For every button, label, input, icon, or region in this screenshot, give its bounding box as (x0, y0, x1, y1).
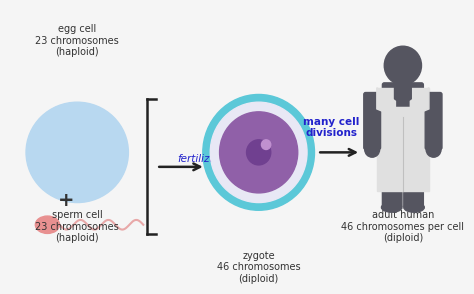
FancyBboxPatch shape (383, 146, 402, 207)
Text: many cell
divisions: many cell divisions (303, 117, 359, 138)
Polygon shape (410, 88, 429, 117)
Circle shape (219, 112, 298, 193)
FancyBboxPatch shape (383, 83, 423, 149)
Ellipse shape (404, 203, 424, 212)
FancyBboxPatch shape (364, 93, 381, 149)
FancyBboxPatch shape (404, 146, 423, 207)
Text: zygote
46 chromosomes
(diploid): zygote 46 chromosomes (diploid) (217, 251, 301, 284)
Circle shape (246, 140, 271, 165)
Polygon shape (377, 88, 429, 191)
Ellipse shape (38, 220, 53, 230)
Text: fertilization: fertilization (178, 154, 237, 164)
Circle shape (426, 142, 441, 157)
Circle shape (262, 140, 271, 149)
Ellipse shape (26, 102, 128, 203)
FancyBboxPatch shape (425, 93, 442, 149)
Text: sperm cell
23 chromosomes
(haploid): sperm cell 23 chromosomes (haploid) (36, 210, 119, 243)
Circle shape (210, 102, 307, 203)
Polygon shape (377, 88, 395, 117)
Text: +: + (58, 191, 74, 210)
Text: adult human
46 chromosomes per cell
(diploid): adult human 46 chromosomes per cell (dip… (341, 210, 465, 243)
Circle shape (384, 46, 421, 85)
Circle shape (365, 142, 380, 157)
Ellipse shape (382, 203, 402, 212)
Text: egg cell
23 chromosomes
(haploid): egg cell 23 chromosomes (haploid) (36, 24, 119, 57)
Circle shape (203, 94, 314, 210)
Ellipse shape (36, 216, 60, 233)
FancyBboxPatch shape (394, 87, 411, 106)
